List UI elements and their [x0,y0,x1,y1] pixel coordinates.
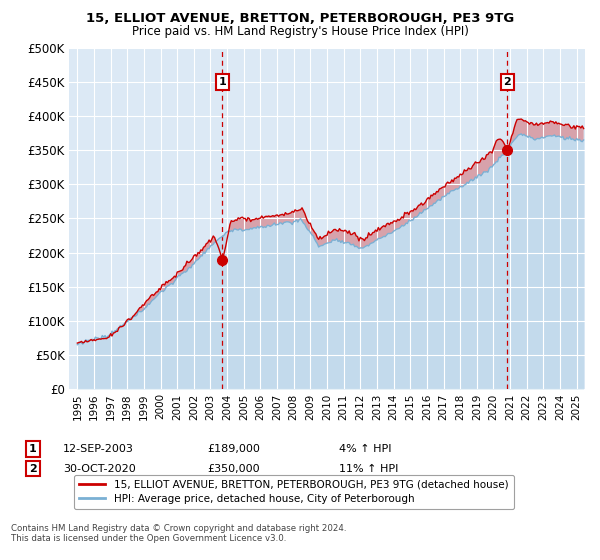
Text: Contains HM Land Registry data © Crown copyright and database right 2024.
This d: Contains HM Land Registry data © Crown c… [11,524,346,543]
Text: 15, ELLIOT AVENUE, BRETTON, PETERBOROUGH, PE3 9TG: 15, ELLIOT AVENUE, BRETTON, PETERBOROUGH… [86,12,514,25]
Text: 1: 1 [29,444,37,454]
Text: 30-OCT-2020: 30-OCT-2020 [63,464,136,474]
Text: 2: 2 [503,77,511,87]
Text: Price paid vs. HM Land Registry's House Price Index (HPI): Price paid vs. HM Land Registry's House … [131,25,469,38]
Text: 12-SEP-2003: 12-SEP-2003 [63,444,134,454]
Text: 4% ↑ HPI: 4% ↑ HPI [339,444,391,454]
Legend: 15, ELLIOT AVENUE, BRETTON, PETERBOROUGH, PE3 9TG (detached house), HPI: Average: 15, ELLIOT AVENUE, BRETTON, PETERBOROUGH… [74,475,514,509]
Text: 11% ↑ HPI: 11% ↑ HPI [339,464,398,474]
Text: 2: 2 [29,464,37,474]
Text: £350,000: £350,000 [207,464,260,474]
Text: £189,000: £189,000 [207,444,260,454]
Text: 1: 1 [218,77,226,87]
